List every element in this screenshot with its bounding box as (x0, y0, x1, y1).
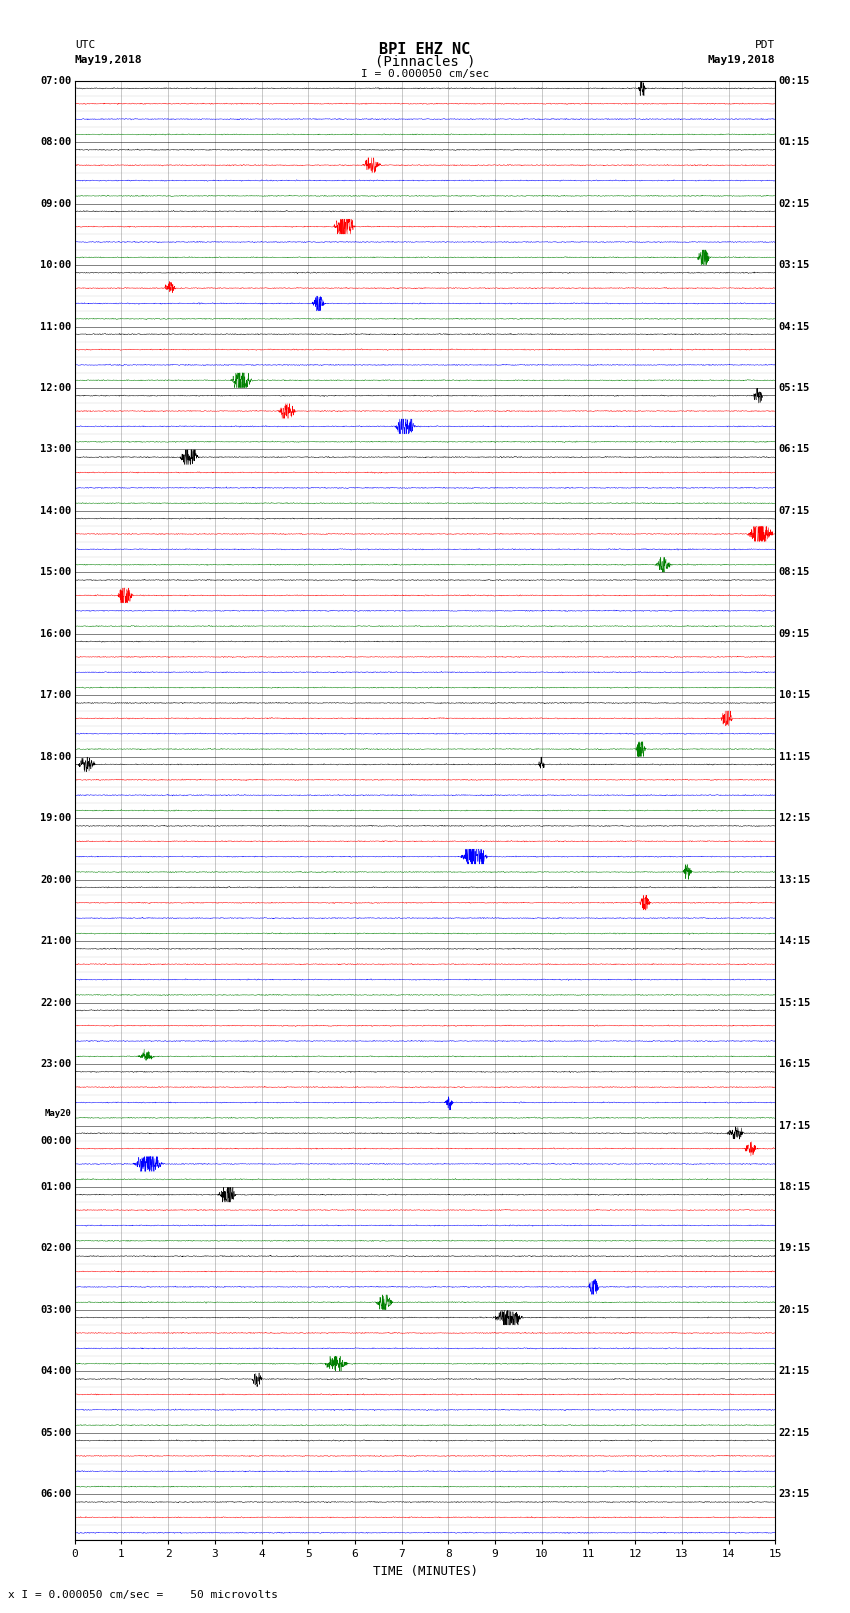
Text: I = 0.000050 cm/sec: I = 0.000050 cm/sec (361, 69, 489, 79)
Text: 19:00: 19:00 (40, 813, 71, 823)
Text: 02:15: 02:15 (779, 198, 810, 208)
Text: 04:00: 04:00 (40, 1366, 71, 1376)
Text: 13:15: 13:15 (779, 874, 810, 884)
Text: 23:00: 23:00 (40, 1060, 71, 1069)
Text: 21:15: 21:15 (779, 1366, 810, 1376)
Text: May19,2018: May19,2018 (75, 55, 142, 65)
Text: UTC: UTC (75, 40, 95, 50)
Text: 19:15: 19:15 (779, 1244, 810, 1253)
Text: 01:00: 01:00 (40, 1182, 71, 1192)
Text: 18:15: 18:15 (779, 1182, 810, 1192)
Text: BPI EHZ NC: BPI EHZ NC (379, 42, 471, 56)
Text: 23:15: 23:15 (779, 1489, 810, 1500)
Text: May20: May20 (44, 1108, 71, 1118)
Text: 18:00: 18:00 (40, 752, 71, 761)
Text: 20:15: 20:15 (779, 1305, 810, 1315)
Text: 15:00: 15:00 (40, 568, 71, 577)
Text: 16:00: 16:00 (40, 629, 71, 639)
Text: 12:00: 12:00 (40, 382, 71, 394)
Text: 06:00: 06:00 (40, 1489, 71, 1500)
Text: 00:00: 00:00 (40, 1136, 71, 1145)
Text: 22:15: 22:15 (779, 1428, 810, 1437)
Text: 08:00: 08:00 (40, 137, 71, 147)
Text: 10:15: 10:15 (779, 690, 810, 700)
Text: 22:00: 22:00 (40, 997, 71, 1008)
Text: 07:00: 07:00 (40, 76, 71, 85)
Text: 11:00: 11:00 (40, 321, 71, 332)
Text: 14:00: 14:00 (40, 506, 71, 516)
X-axis label: TIME (MINUTES): TIME (MINUTES) (372, 1565, 478, 1578)
Text: 03:15: 03:15 (779, 260, 810, 269)
Text: 05:00: 05:00 (40, 1428, 71, 1437)
Text: 02:00: 02:00 (40, 1244, 71, 1253)
Text: 10:00: 10:00 (40, 260, 71, 269)
Text: 17:15: 17:15 (779, 1121, 810, 1131)
Text: 11:15: 11:15 (779, 752, 810, 761)
Text: 21:00: 21:00 (40, 936, 71, 947)
Text: 14:15: 14:15 (779, 936, 810, 947)
Text: 09:15: 09:15 (779, 629, 810, 639)
Text: 09:00: 09:00 (40, 198, 71, 208)
Text: x I = 0.000050 cm/sec =    50 microvolts: x I = 0.000050 cm/sec = 50 microvolts (8, 1590, 279, 1600)
Text: 20:00: 20:00 (40, 874, 71, 884)
Text: 05:15: 05:15 (779, 382, 810, 394)
Text: 01:15: 01:15 (779, 137, 810, 147)
Text: 06:15: 06:15 (779, 445, 810, 455)
Text: 13:00: 13:00 (40, 445, 71, 455)
Text: PDT: PDT (755, 40, 775, 50)
Text: 04:15: 04:15 (779, 321, 810, 332)
Text: 07:15: 07:15 (779, 506, 810, 516)
Text: May19,2018: May19,2018 (708, 55, 775, 65)
Text: 00:15: 00:15 (779, 76, 810, 85)
Text: 17:00: 17:00 (40, 690, 71, 700)
Text: 15:15: 15:15 (779, 997, 810, 1008)
Text: 16:15: 16:15 (779, 1060, 810, 1069)
Text: 03:00: 03:00 (40, 1305, 71, 1315)
Text: 08:15: 08:15 (779, 568, 810, 577)
Text: (Pinnacles ): (Pinnacles ) (375, 55, 475, 69)
Text: 12:15: 12:15 (779, 813, 810, 823)
